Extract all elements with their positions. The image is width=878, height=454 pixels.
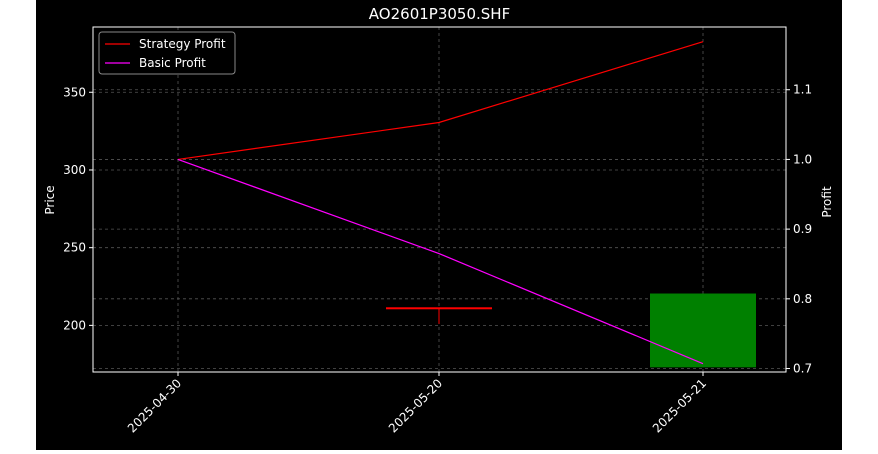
- candle-body: [386, 307, 492, 310]
- candle-body: [650, 293, 756, 368]
- y-tick-label: 200: [63, 318, 86, 332]
- y-tick-label: 300: [63, 163, 86, 177]
- series-line: [177, 158, 704, 365]
- y2-tick-label: 1.1: [793, 83, 812, 97]
- right-axis: 0.7 0.8 0.9 1.0 1.1: [786, 83, 812, 376]
- x-axis: 2025-04-30 2025-05-20 2025-05-21: [125, 372, 709, 435]
- y-tick-label: 250: [63, 241, 86, 255]
- grid: [93, 27, 786, 372]
- legend-label-strategy: Strategy Profit: [139, 37, 226, 51]
- chart-title: AO2601P3050.SHF: [369, 5, 510, 23]
- y2-tick-label: 0.8: [793, 292, 812, 306]
- y-axis-label: Price: [43, 185, 57, 214]
- profit-lines: [177, 41, 704, 365]
- candles: [386, 293, 756, 368]
- y2-tick-label: 1.0: [793, 152, 812, 166]
- y-tick-label: 350: [63, 85, 86, 99]
- x-tick-label: 2025-04-30: [125, 376, 184, 435]
- legend-box: [98, 31, 236, 75]
- y2-tick-label: 0.7: [793, 362, 812, 376]
- series-line: [177, 41, 704, 161]
- chart-figure: 200 250 300 350 0.7 0.8 0.9 1.0 1.1 2025-04-30 2…: [36, 0, 842, 450]
- x-tick-label: 2025-05-21: [650, 376, 709, 435]
- legend-label-basic: Basic Profit: [139, 56, 206, 70]
- y2-axis-label: Profit: [820, 186, 834, 218]
- x-tick-label: 2025-05-20: [386, 376, 445, 435]
- legend: Strategy Profit Basic Profit: [98, 31, 236, 75]
- left-axis: 200 250 300 350: [63, 85, 93, 332]
- y2-tick-label: 0.9: [793, 222, 812, 236]
